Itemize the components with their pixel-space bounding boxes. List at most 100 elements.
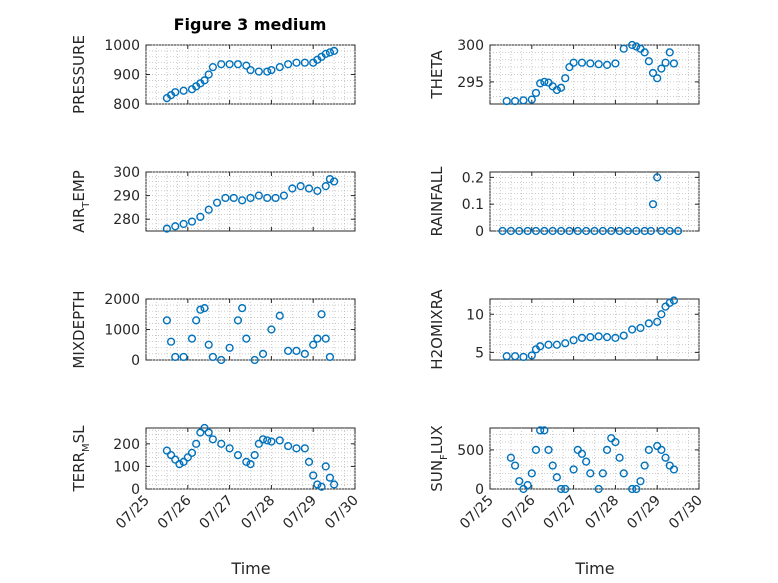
data-point: [300, 444, 309, 453]
data-point: [657, 226, 666, 236]
data-point: [531, 88, 541, 98]
data-point: [611, 59, 620, 68]
subplot-2: 295 300 THETA: [428, 38, 700, 106]
data-point: [628, 325, 637, 334]
y-axis-label: MIXDEPTH: [70, 290, 88, 368]
data-point: [179, 457, 188, 466]
data-point: [204, 205, 213, 214]
data-point: [552, 85, 561, 95]
y-tick-label: 5: [475, 345, 484, 361]
data-point: [254, 67, 263, 76]
data-point: [162, 224, 172, 233]
data-point: [510, 352, 520, 361]
data-point: [254, 191, 263, 200]
data-point: [284, 346, 293, 355]
data-point: [611, 437, 620, 447]
data-point: [221, 193, 230, 203]
data-point: [183, 453, 192, 462]
data-point: [225, 444, 234, 453]
data-point: [330, 480, 339, 489]
data-point: [313, 186, 322, 195]
data-point: [582, 226, 591, 236]
y-axis-label: RAINFALL: [428, 166, 446, 237]
x-tick-label: 07/27: [197, 493, 237, 533]
y-tick-label: 100: [113, 459, 140, 475]
data-point: [506, 226, 516, 236]
data-point: [254, 439, 263, 448]
x-tick-label: 07/25: [113, 493, 153, 533]
data-point: [275, 311, 284, 320]
data-point: [577, 449, 587, 458]
data-point: [669, 465, 679, 474]
data-point: [267, 437, 276, 446]
data-point: [196, 212, 205, 221]
x-tick-label: 07/30: [666, 493, 706, 533]
data-point: [523, 226, 532, 236]
data-point: [548, 461, 557, 470]
data-point: [246, 65, 255, 75]
data-point: [590, 226, 599, 236]
data-point: [204, 70, 213, 79]
x-tick-label: 07/29: [280, 493, 320, 533]
x-tick-label: 07/27: [541, 493, 581, 533]
data-point: [187, 448, 197, 457]
data-point: [556, 226, 566, 236]
data-point: [531, 226, 541, 236]
data-point: [217, 355, 226, 365]
data-point: [523, 480, 532, 490]
data-point: [238, 304, 247, 313]
data-point: [275, 63, 284, 72]
data-point: [162, 446, 172, 455]
data-point: [552, 340, 561, 349]
data-point: [594, 332, 603, 341]
data-point: [179, 352, 188, 362]
data-point: [607, 226, 616, 236]
data-point: [263, 67, 272, 76]
data-point: [233, 451, 243, 460]
data-point: [321, 334, 330, 343]
subplot-1: 800 900 1000 PRESSURE: [70, 35, 356, 114]
data-point: [313, 480, 322, 489]
data-point: [212, 198, 222, 207]
y-tick-label: 200: [113, 437, 140, 453]
data-point: [615, 226, 624, 236]
data-point: [317, 310, 326, 319]
data-point: [292, 444, 301, 453]
data-point: [242, 334, 251, 343]
data-point: [325, 48, 335, 57]
data-point: [192, 439, 201, 448]
data-point: [646, 226, 656, 236]
chart-title: Figure 3 medium: [174, 15, 327, 34]
data-point: [640, 461, 649, 470]
data-point: [586, 59, 595, 68]
data-point: [309, 471, 318, 480]
data-point: [665, 298, 674, 307]
data-point: [669, 59, 679, 68]
data-point: [640, 48, 649, 57]
data-point: [586, 469, 595, 478]
data-point: [565, 226, 574, 236]
data-point: [179, 219, 188, 229]
data-point: [321, 49, 330, 58]
data-point: [536, 426, 545, 435]
y-tick-label: 500: [457, 443, 484, 459]
data-point: [536, 79, 545, 88]
data-point: [187, 217, 197, 226]
data-point: [196, 428, 205, 437]
data-point: [573, 226, 582, 236]
data-point: [284, 60, 293, 69]
data-point: [619, 331, 628, 340]
data-point: [615, 453, 624, 462]
data-point: [569, 336, 578, 345]
data-point: [304, 457, 314, 466]
data-point: [275, 436, 284, 445]
data-point: [502, 96, 511, 106]
data-point: [321, 462, 330, 471]
data-point: [636, 323, 645, 333]
data-point: [279, 191, 289, 200]
data-point: [242, 61, 251, 70]
data-point: [577, 58, 587, 67]
data-point: [548, 226, 557, 236]
data-point: [263, 193, 272, 203]
data-point: [665, 226, 674, 236]
